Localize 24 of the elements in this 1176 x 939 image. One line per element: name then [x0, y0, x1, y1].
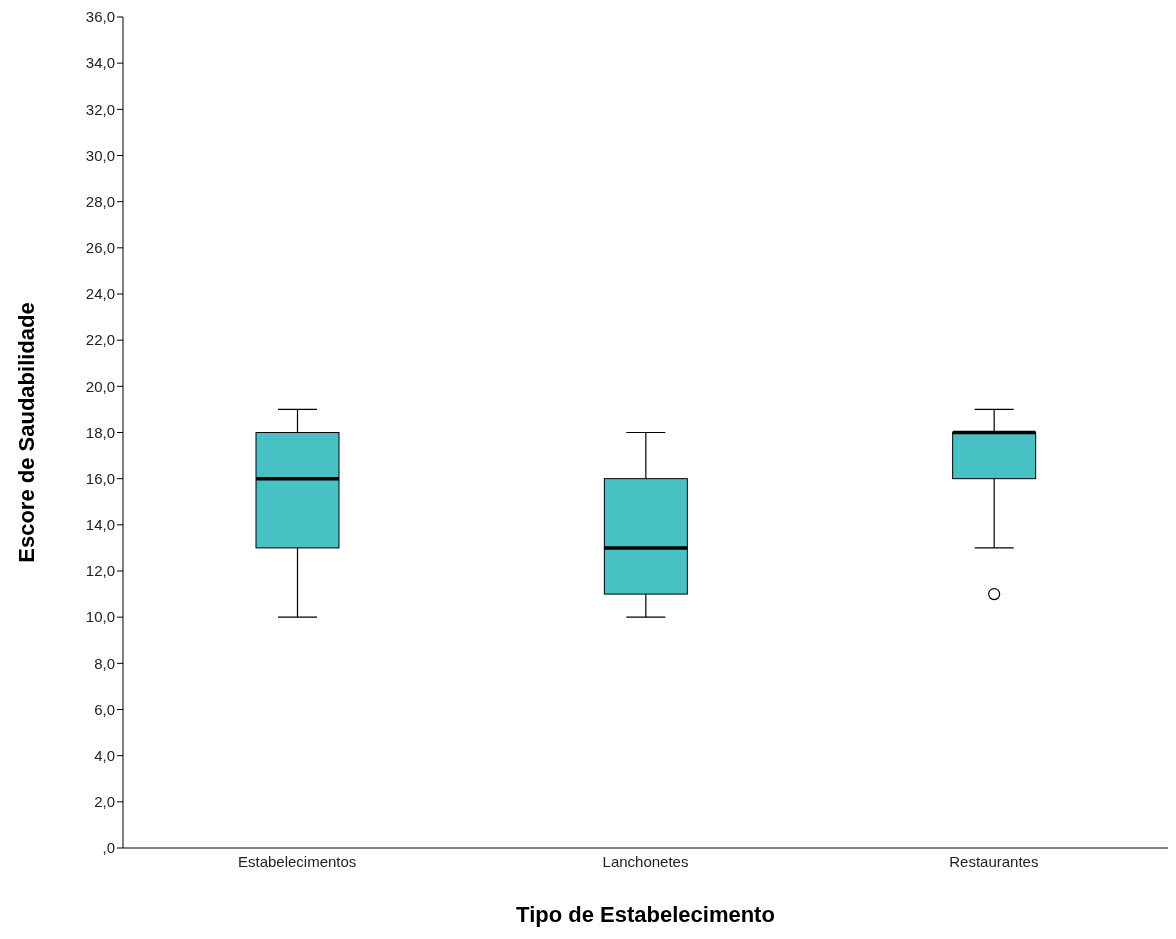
y-tick-label: 8,0 [94, 654, 115, 672]
y-tick-label: 6,0 [94, 700, 115, 718]
y-axis-title: Escore de Saudabilidade [13, 302, 39, 563]
y-tick-label: 24,0 [85, 285, 115, 303]
y-tick-label: 4,0 [94, 746, 115, 764]
y-tick-label: 10,0 [85, 608, 115, 626]
y-tick-label: ,0 [102, 839, 115, 857]
y-tick-label: 22,0 [85, 331, 115, 349]
x-axis-title: Tipo de Estabelecimento [516, 902, 775, 927]
y-tick-label: 14,0 [85, 516, 115, 534]
y-tick-label: 16,0 [85, 469, 115, 487]
y-tick-label: 26,0 [85, 239, 115, 257]
x-tick-label: Lanchonetes [602, 852, 689, 870]
x-tick-label: Restaurantes [949, 852, 1039, 870]
y-tick-label: 36,0 [85, 8, 115, 26]
y-tick-label: 30,0 [85, 146, 115, 164]
y-tick-label: 2,0 [94, 793, 115, 811]
y-tick-label: 18,0 [85, 423, 115, 441]
x-tick-label: Estabelecimentos [237, 852, 357, 870]
y-tick-label: 28,0 [85, 192, 115, 210]
y-tick-label: 20,0 [85, 377, 115, 395]
y-tick-label: 34,0 [85, 54, 115, 72]
y-tick-label: 32,0 [85, 100, 115, 118]
y-tick-label: 12,0 [85, 562, 115, 580]
